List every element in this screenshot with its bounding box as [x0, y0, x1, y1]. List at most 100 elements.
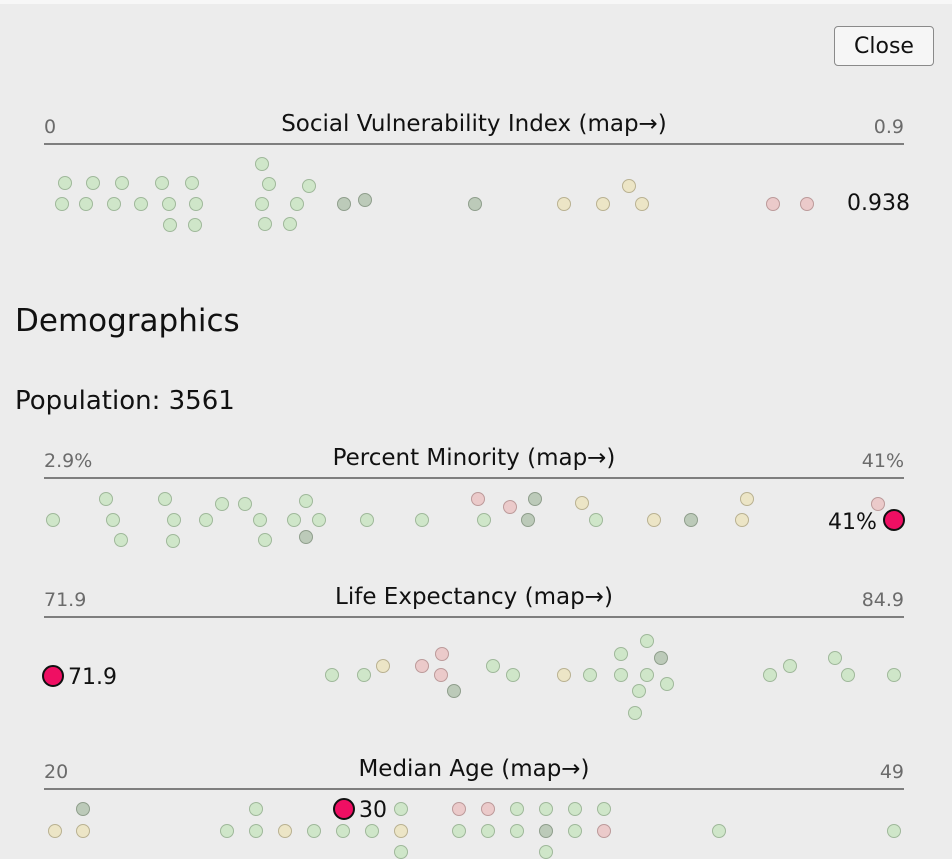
distribution-dot — [394, 802, 408, 816]
distribution-dot — [106, 513, 120, 527]
distribution-dot — [358, 193, 372, 207]
distribution-dot — [325, 668, 339, 682]
distribution-dot — [887, 668, 901, 682]
svi-max-label: 0.9 — [873, 116, 904, 138]
distribution-dot — [253, 513, 267, 527]
distribution-dot — [654, 651, 668, 665]
distribution-dot — [435, 647, 449, 661]
distribution-dot — [468, 197, 482, 211]
distribution-dot — [632, 684, 646, 698]
median-age-title-text: Median Age — [358, 756, 494, 782]
distribution-dot — [477, 513, 491, 527]
distribution-dot — [447, 684, 461, 698]
median-age-axis — [44, 788, 904, 790]
distribution-dot — [155, 176, 169, 190]
distribution-dot — [58, 176, 72, 190]
distribution-dot — [394, 845, 408, 859]
distribution-dot — [735, 513, 749, 527]
percent-minority-min-label: 2.9% — [44, 450, 93, 472]
distribution-dot — [628, 706, 642, 720]
distribution-dot — [162, 197, 176, 211]
distribution-dot — [167, 513, 181, 527]
distribution-dot — [249, 824, 263, 838]
distribution-dot — [528, 492, 542, 506]
svi-title-text: Social Vulnerability Index — [281, 111, 572, 137]
median-age-current-value: 30 — [359, 798, 387, 823]
svi-title: Social Vulnerability Index (map→) — [44, 111, 904, 137]
distribution-dot — [763, 668, 777, 682]
distribution-dot — [783, 659, 797, 673]
percent-minority-max-label: 41% — [861, 450, 904, 472]
median-age-map-link[interactable]: (map→) — [501, 756, 590, 782]
distribution-dot — [539, 802, 553, 816]
distribution-dot — [302, 179, 316, 193]
distribution-dot — [415, 513, 429, 527]
distribution-dot — [647, 513, 661, 527]
distribution-dot — [290, 197, 304, 211]
distribution-dot — [660, 677, 674, 691]
distribution-dot — [249, 802, 263, 816]
life-expectancy-title-text: Life Expectancy — [335, 584, 518, 610]
life-expectancy-map-link[interactable]: (map→) — [524, 584, 613, 610]
distribution-dot — [158, 492, 172, 506]
distribution-dot — [597, 802, 611, 816]
distribution-dot — [283, 217, 297, 231]
distribution-dot — [539, 845, 553, 859]
distribution-dot — [640, 668, 654, 682]
percent-minority-current-value: 41% — [828, 510, 877, 535]
distribution-dot — [76, 802, 90, 816]
distribution-dot — [510, 802, 524, 816]
distribution-dot — [337, 197, 351, 211]
close-button[interactable]: Close — [834, 26, 934, 66]
distribution-dot — [740, 492, 754, 506]
distribution-dot — [828, 651, 842, 665]
distribution-dot — [871, 497, 885, 511]
median-age-indicator: 20 49 Median Age (map→) 30 — [44, 756, 904, 859]
life-expectancy-current-value: 71.9 — [68, 665, 117, 690]
percent-minority-map-link[interactable]: (map→) — [527, 445, 616, 471]
population-label: Population: 3561 — [15, 386, 235, 416]
distribution-dot — [640, 634, 654, 648]
distribution-dot — [596, 197, 610, 211]
percent-minority-current-marker — [883, 509, 905, 531]
distribution-dot — [521, 513, 535, 527]
percent-minority-title: Percent Minority (map→) — [44, 445, 904, 471]
distribution-dot — [622, 179, 636, 193]
life-expectancy-min-label: 71.9 — [44, 589, 87, 611]
distribution-dot — [357, 668, 371, 682]
distribution-dot — [312, 513, 326, 527]
distribution-dot — [238, 497, 252, 511]
distribution-dot — [278, 824, 292, 838]
life-expectancy-axis — [44, 616, 904, 618]
median-age-current-marker — [333, 798, 355, 820]
distribution-dot — [55, 197, 69, 211]
life-expectancy-indicator: 71.9 84.9 Life Expectancy (map→) 71.9 — [42, 584, 904, 729]
life-expectancy-title: Life Expectancy (map→) — [44, 584, 904, 610]
distribution-dot — [215, 497, 229, 511]
distribution-dot — [258, 533, 272, 547]
distribution-dot — [107, 197, 121, 211]
distribution-dot — [510, 824, 524, 838]
distribution-dot — [394, 824, 408, 838]
distribution-dot — [452, 824, 466, 838]
distribution-dot — [115, 176, 129, 190]
distribution-dot — [199, 513, 213, 527]
distribution-dot — [887, 824, 901, 838]
svi-current-value: 0.938 — [847, 191, 910, 216]
distribution-dot — [539, 824, 553, 838]
distribution-dot — [635, 197, 649, 211]
demographics-heading: Demographics — [15, 303, 240, 339]
distribution-dot — [262, 177, 276, 191]
median-age-max-label: 49 — [879, 761, 904, 783]
distribution-dot — [299, 494, 313, 508]
distribution-dot — [506, 668, 520, 682]
distribution-dot — [766, 197, 780, 211]
distribution-dot — [589, 513, 603, 527]
svi-map-link[interactable]: (map→) — [578, 111, 667, 137]
distribution-dot — [415, 659, 429, 673]
distribution-dot — [48, 824, 62, 838]
distribution-dot — [800, 197, 814, 211]
percent-minority-title-text: Percent Minority — [332, 445, 520, 471]
distribution-dot — [134, 197, 148, 211]
distribution-dot — [185, 176, 199, 190]
